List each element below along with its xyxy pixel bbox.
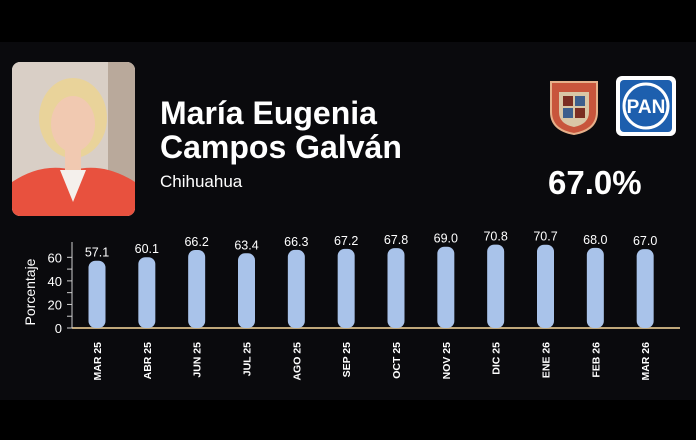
candidate-photo	[12, 62, 135, 216]
approval-percentage: 67.0%	[548, 164, 642, 201]
bar	[586, 247, 604, 328]
y-tick-label: 20	[48, 297, 62, 312]
bar	[437, 246, 455, 328]
bar	[138, 257, 156, 328]
x-tick-label: DIC 25	[491, 342, 503, 375]
x-tick-label: SEP 25	[341, 342, 353, 378]
x-tick-label: ABR 25	[142, 342, 154, 380]
bar	[537, 244, 554, 328]
pan-party-logo-icon: PAN	[616, 76, 676, 136]
bar	[487, 244, 505, 328]
bar-value-label: 67.8	[384, 233, 408, 247]
bar-value-label: 66.2	[184, 235, 208, 249]
bar-value-label: 68.0	[583, 233, 607, 247]
bar-value-label: 67.2	[334, 234, 358, 248]
bar-value-label: 67.0	[633, 234, 657, 248]
bar-value-label: 70.7	[533, 230, 557, 244]
candidate-name: María Eugenia Campos Galván	[160, 96, 402, 164]
bar-value-label: 70.8	[483, 230, 507, 244]
x-tick-label: JUL 25	[242, 342, 254, 376]
pan-logo-text: PAN	[627, 97, 666, 118]
bar	[636, 249, 654, 328]
x-tick-label: NOV 25	[441, 342, 453, 380]
y-tick-label: 40	[48, 274, 62, 289]
pan-logo-field	[620, 80, 672, 132]
y-tick-label: 0	[55, 321, 62, 336]
state-label: Chihuahua	[160, 172, 243, 191]
state-coat-of-arms-icon	[547, 78, 601, 136]
x-tick-label: FEB 26	[590, 342, 602, 378]
bar-value-label: 57.1	[85, 246, 109, 260]
bar-value-label: 66.3	[284, 235, 308, 249]
x-tick-label: MAR 26	[640, 342, 652, 381]
bar	[337, 248, 355, 328]
bar-value-label: 63.4	[234, 238, 258, 252]
bar-value-label: 69.0	[434, 232, 458, 246]
x-tick-label: MAR 25	[92, 342, 104, 381]
bar	[287, 249, 305, 328]
y-tick-label: 60	[48, 250, 62, 265]
bar	[238, 253, 255, 328]
bar	[88, 260, 106, 328]
bar	[188, 250, 206, 328]
name-line-1: María Eugenia	[160, 95, 377, 131]
bar-value-label: 60.1	[135, 242, 159, 256]
name-line-2: Campos Galván	[160, 129, 402, 165]
bar	[387, 248, 405, 328]
x-tick-label: JUN 25	[192, 342, 204, 378]
x-tick-label: OCT 25	[391, 342, 403, 379]
x-tick-label: ENE 26	[541, 342, 553, 378]
x-tick-label: AGO 25	[291, 342, 303, 381]
